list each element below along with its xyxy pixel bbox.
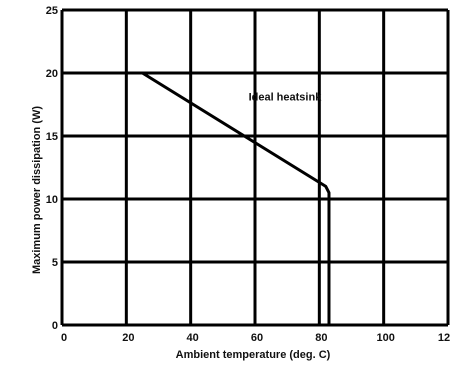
x-axis-label: Ambient temperature (deg. C) bbox=[176, 349, 331, 361]
x-tick-label: 20 bbox=[122, 332, 134, 344]
y-tick-label: 15 bbox=[46, 131, 58, 143]
x-tick-label: 80 bbox=[315, 332, 327, 344]
series-line-0 bbox=[62, 71, 331, 325]
grid bbox=[60, 8, 450, 327]
y-axis-label: Maximum power dissipation (W) bbox=[31, 106, 43, 274]
y-tick-label: 20 bbox=[46, 68, 58, 80]
y-tick-label: 0 bbox=[52, 320, 58, 332]
y-tick-labels: 0 5 10 15 20 25 bbox=[46, 5, 58, 332]
annotation-label: Ideal heatsink bbox=[249, 92, 323, 104]
y-tick-label: 5 bbox=[52, 257, 58, 269]
x-tick-labels: 0 20 40 60 80 100 12 bbox=[61, 332, 450, 344]
y-tick-label: 25 bbox=[46, 5, 58, 17]
x-tick-label: 0 bbox=[61, 332, 67, 344]
x-tick-label: 100 bbox=[376, 332, 394, 344]
y-tick-label: 10 bbox=[46, 194, 58, 206]
x-tick-label: 60 bbox=[251, 332, 263, 344]
series-layer bbox=[62, 71, 331, 325]
x-tick-label: 40 bbox=[187, 332, 199, 344]
x-tick-label: 12 bbox=[438, 332, 450, 344]
annotation-layer: Ideal heatsink bbox=[249, 92, 323, 104]
